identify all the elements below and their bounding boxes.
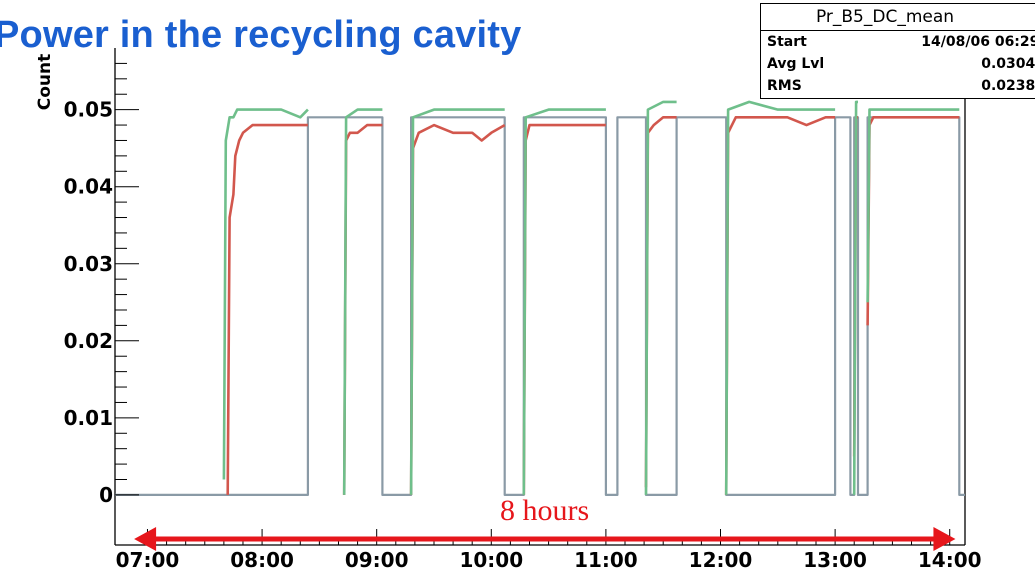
y-tick-label: 0.02 (64, 329, 113, 353)
series-line (724, 100, 836, 495)
series-line (644, 116, 677, 488)
series-line (852, 100, 858, 495)
series-line (115, 116, 965, 496)
stats-row-avg-lvl: Avg Lvl 0.03044 (761, 53, 1035, 75)
series-line (724, 116, 836, 495)
x-tick-labels: 07:00 08:00 09:00 10:00 11:00 12:00 13:00 14:00 (116, 548, 982, 572)
y-tick-labels: 0 0.01 0.02 0.03 0.04 0.05 (64, 98, 113, 507)
series-layer (115, 100, 965, 496)
stats-row-rms: RMS 0.02382 (761, 75, 1035, 97)
series-line (342, 123, 383, 495)
arrow-head-left (134, 527, 157, 551)
y-tick-label: 0.04 (64, 175, 113, 199)
x-tick-label: 10:00 (459, 548, 523, 572)
y-tick-label: 0.03 (64, 252, 113, 276)
series-green_series (222, 100, 960, 495)
eight-hours-arrow (134, 527, 956, 551)
stats-box: Pr_B5_DC_mean Start 14/08/06 06:29: Avg … (760, 3, 1035, 99)
series-line (866, 108, 960, 303)
series-line (522, 123, 606, 495)
series-line (222, 108, 309, 480)
plot-frame (114, 48, 966, 546)
x-tick-label: 13:00 (803, 548, 867, 572)
stats-key-rms: RMS (767, 78, 802, 94)
series-line (644, 100, 677, 495)
y-tick-label: 0.01 (64, 406, 113, 430)
series-gray_series (115, 116, 965, 496)
stats-key-avg-lvl: Avg Lvl (767, 56, 825, 72)
stats-value-start: 14/08/06 06:29: (921, 34, 1035, 50)
x-tick-label: 11:00 (574, 548, 638, 572)
series-line (409, 123, 506, 495)
arrow-head-right (933, 527, 956, 551)
x-tick-label: 12:00 (689, 548, 753, 572)
stats-box-title: Pr_B5_DC_mean (761, 4, 1035, 31)
page-title: Power in the recycling cavity (0, 14, 522, 56)
stats-value-avg-lvl: 0.03044 (981, 56, 1035, 72)
stats-value-rms: 0.02382 (981, 78, 1035, 94)
x-tick-label: 07:00 (116, 548, 180, 572)
eight-hours-label: 8 hours (500, 494, 590, 527)
stats-row-start: Start 14/08/06 06:29: (761, 31, 1035, 53)
series-line (409, 108, 505, 495)
series-line (522, 108, 606, 495)
x-tick-label: 09:00 (345, 548, 409, 572)
y-tick-label: 0.05 (64, 98, 113, 122)
series-line (866, 116, 960, 326)
y-axis-title: Count (35, 54, 55, 111)
series-line (226, 123, 308, 495)
x-tick-label: 08:00 (230, 548, 294, 572)
x-tick-label: 14:00 (918, 548, 982, 572)
y-tick-label: 0 (99, 483, 113, 507)
series-line (342, 108, 383, 495)
stats-key-start: Start (767, 34, 807, 50)
